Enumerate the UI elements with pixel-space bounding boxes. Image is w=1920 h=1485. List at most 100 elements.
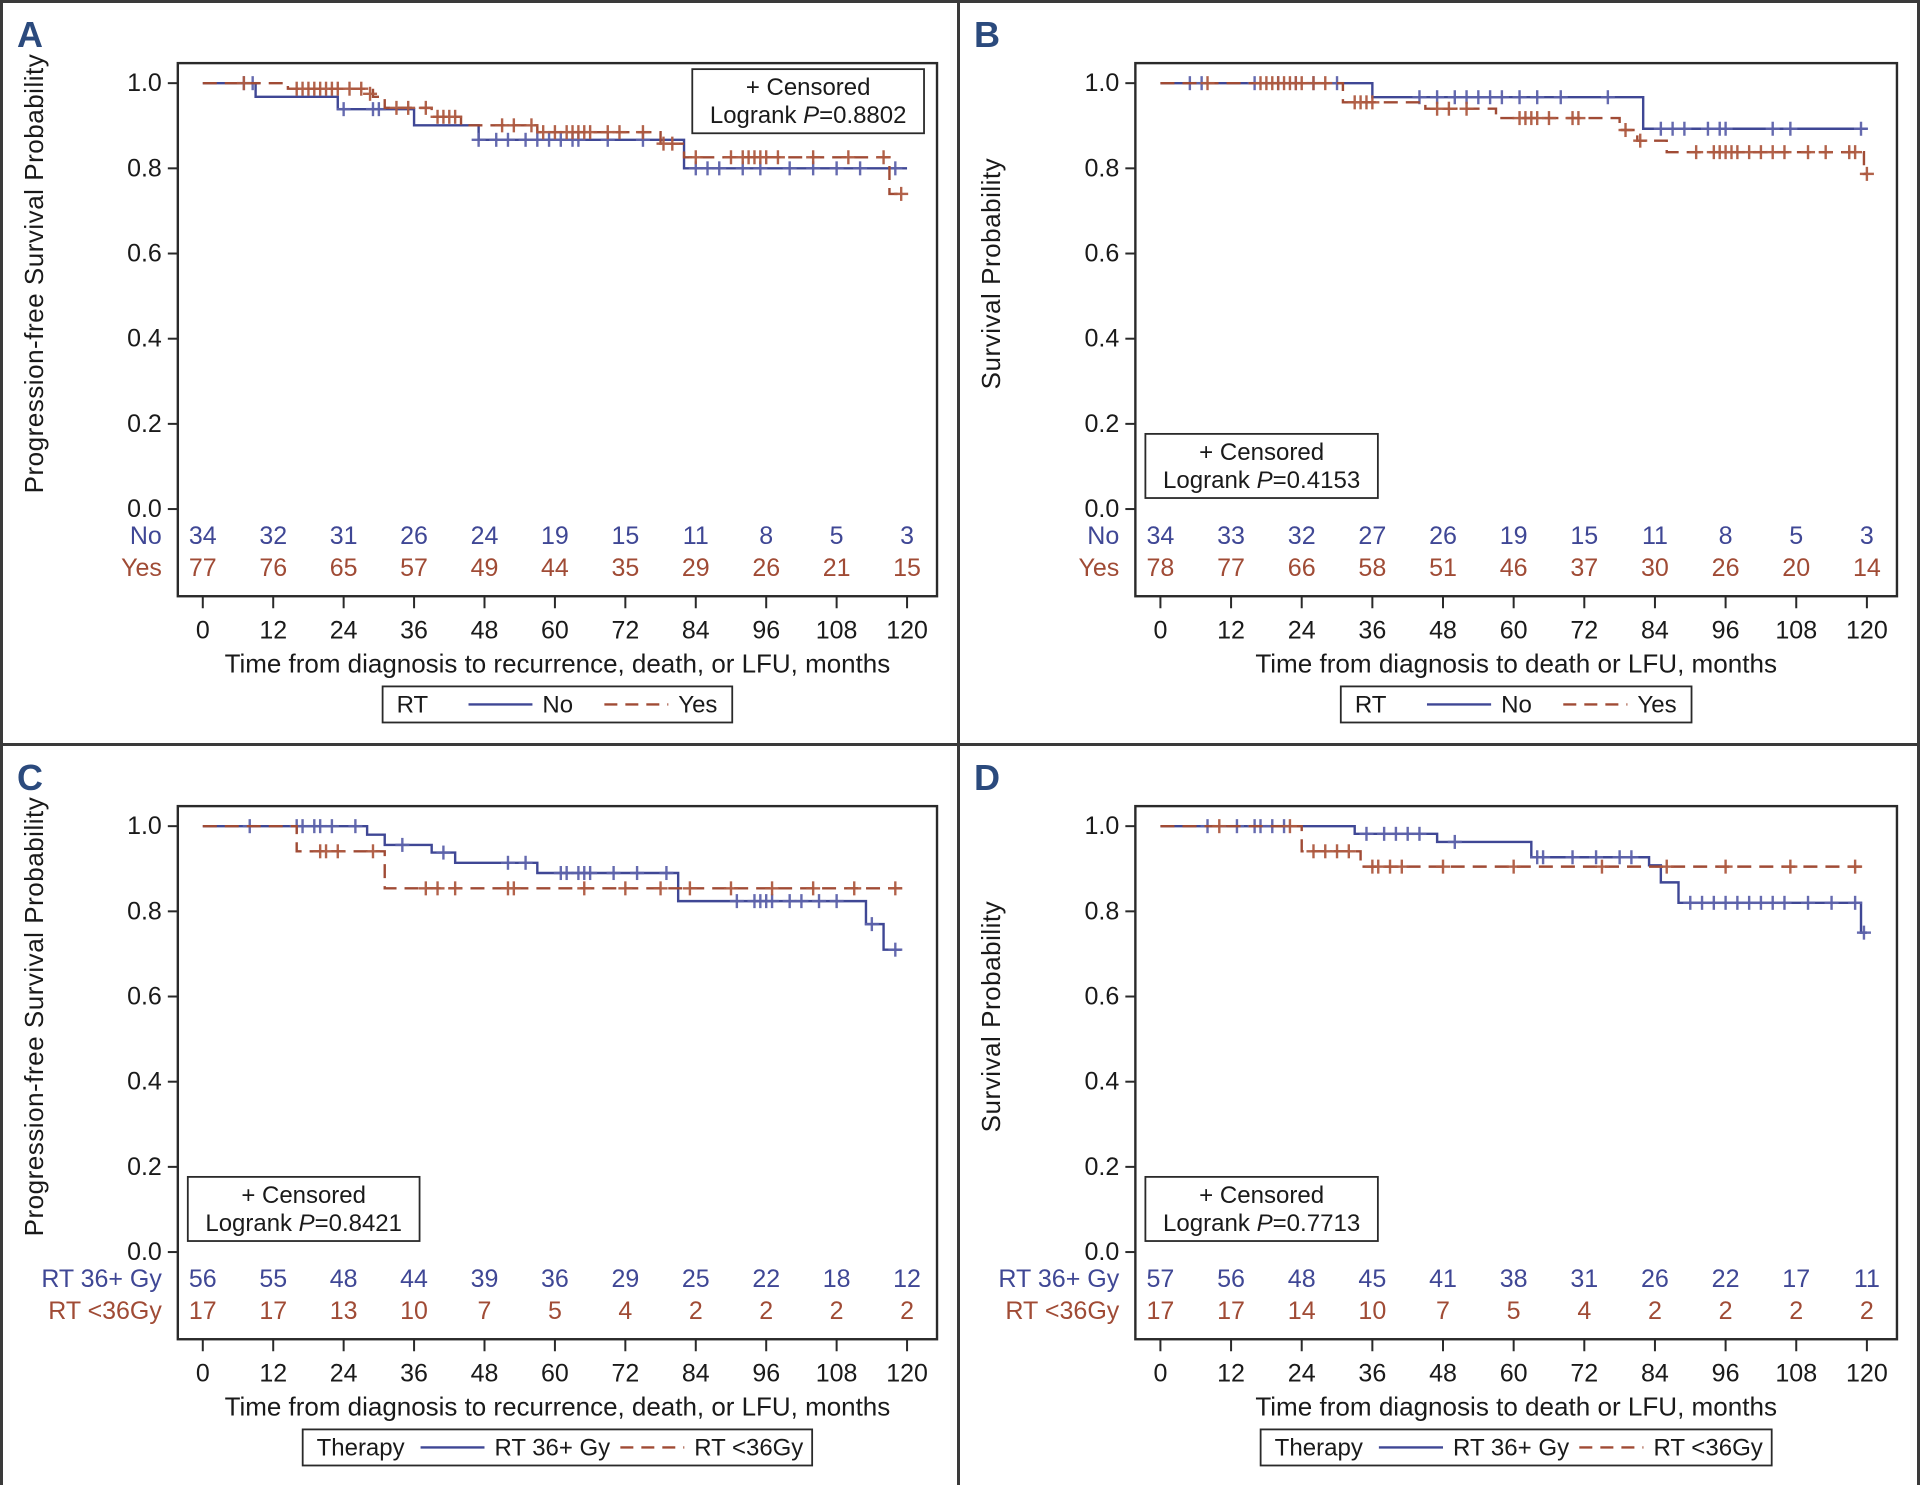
x-tick-label: 48 bbox=[1429, 1359, 1457, 1387]
at-risk-count: 31 bbox=[330, 522, 358, 550]
at-risk-row-label: Yes bbox=[121, 554, 162, 582]
logrank-box bbox=[691, 68, 925, 135]
x-tick-label: 12 bbox=[1217, 616, 1245, 644]
x-tick-label: 108 bbox=[816, 1359, 858, 1387]
x-axis-label: Time from diagnosis to recurrence, death… bbox=[225, 1391, 891, 1421]
logrank-pvalue: Logrank P=0.8802 bbox=[710, 102, 907, 129]
legend-entry-label: No bbox=[542, 691, 573, 718]
at-risk-count: 15 bbox=[1570, 522, 1598, 550]
x-tick-label: 120 bbox=[886, 616, 928, 644]
x-tick-label: 60 bbox=[1500, 1359, 1528, 1387]
at-risk-count: 4 bbox=[1577, 1297, 1591, 1325]
x-tick-label: 36 bbox=[400, 1359, 428, 1387]
x-tick-label: 12 bbox=[1217, 1359, 1245, 1387]
at-risk-count: 2 bbox=[900, 1297, 914, 1325]
at-risk-count: 13 bbox=[330, 1297, 358, 1325]
x-tick-label: 96 bbox=[1712, 616, 1740, 644]
x-tick-label: 72 bbox=[611, 1359, 639, 1387]
x-tick-label: 120 bbox=[1846, 1359, 1888, 1387]
at-risk-count: 22 bbox=[1712, 1265, 1740, 1293]
at-risk-count: 38 bbox=[1500, 1265, 1528, 1293]
at-risk-count: 58 bbox=[1358, 554, 1386, 582]
at-risk-row-label: Yes bbox=[1078, 554, 1119, 582]
at-risk-count: 3 bbox=[1860, 522, 1874, 550]
at-risk-row-label: RT 36+ Gy bbox=[41, 1265, 162, 1293]
at-risk-count: 11 bbox=[1854, 1265, 1880, 1293]
logrank-pvalue: Logrank P=0.8421 bbox=[205, 1210, 402, 1237]
km-curve-blue bbox=[1160, 824, 1867, 934]
y-axis-label: Progression-free Survival Probability bbox=[19, 54, 49, 494]
at-risk-count: 12 bbox=[893, 1265, 921, 1293]
panel-D: D Survival Probability 1.0 0.8 0.6 0.4 0.2 0.0 0… bbox=[960, 745, 1917, 1485]
panel-A: A Progression-free Survival Probability 1.… bbox=[3, 3, 960, 746]
at-risk-count: 78 bbox=[1146, 554, 1174, 582]
y-tick-label: 0.6 bbox=[1085, 982, 1120, 1010]
at-risk-row-label: No bbox=[1087, 522, 1119, 550]
x-tick-label: 24 bbox=[330, 616, 358, 644]
y-tick-label: 1.0 bbox=[127, 69, 162, 97]
at-risk-count: 48 bbox=[1288, 1265, 1316, 1293]
at-risk-count: 46 bbox=[1500, 554, 1528, 582]
at-risk-count: 10 bbox=[1358, 1297, 1386, 1325]
at-risk-count: 26 bbox=[1641, 1265, 1669, 1293]
legend-box bbox=[1259, 1428, 1773, 1466]
at-risk-count: 2 bbox=[689, 1297, 703, 1325]
at-risk-count: 2 bbox=[1648, 1297, 1662, 1325]
panel-B: B Survival Probability 1.0 0.8 0.6 0.4 0.2 0.0 0… bbox=[960, 3, 1917, 746]
at-risk-count: 30 bbox=[1641, 554, 1669, 582]
censor-marks-blue bbox=[1182, 76, 1869, 136]
at-risk-count: 5 bbox=[548, 1297, 562, 1325]
at-risk-count: 10 bbox=[400, 1297, 428, 1325]
at-risk-count: 44 bbox=[400, 1265, 428, 1293]
legend-title: RT bbox=[397, 691, 429, 718]
y-tick-label: 0.0 bbox=[127, 495, 162, 523]
censor-marks-red bbox=[1200, 76, 1874, 181]
at-risk-count: 55 bbox=[259, 1265, 287, 1293]
km-curve-red bbox=[202, 824, 908, 890]
x-tick-label: 24 bbox=[1288, 1359, 1316, 1387]
y-tick-label: 0.6 bbox=[127, 982, 162, 1010]
x-tick-label: 108 bbox=[1775, 616, 1817, 644]
x-tick-label: 84 bbox=[1641, 616, 1669, 644]
x-tick-label: 84 bbox=[682, 616, 710, 644]
x-tick-label: 0 bbox=[196, 616, 210, 644]
at-risk-count: 56 bbox=[1217, 1265, 1245, 1293]
legend-title: Therapy bbox=[1275, 1434, 1363, 1461]
at-risk-count: 17 bbox=[189, 1297, 217, 1325]
logrank-box bbox=[1144, 1175, 1379, 1242]
y-tick-label: 0.6 bbox=[1085, 240, 1120, 268]
y-tick-label: 0.0 bbox=[127, 1238, 162, 1266]
y-tick-label: 0.2 bbox=[127, 410, 162, 438]
y-tick-label: 0.4 bbox=[1085, 325, 1120, 353]
at-risk-count: 8 bbox=[759, 522, 773, 550]
legend-entry-label: RT <36Gy bbox=[694, 1434, 803, 1461]
at-risk-count: 26 bbox=[1712, 554, 1740, 582]
at-risk-count: 7 bbox=[478, 1297, 492, 1325]
x-axis-label: Time from diagnosis to death or LFU, mon… bbox=[1255, 648, 1777, 678]
legend-entry-label: Yes bbox=[1637, 691, 1676, 718]
at-risk-count: 44 bbox=[541, 554, 569, 582]
at-risk-count: 57 bbox=[1146, 1265, 1174, 1293]
legend-entry-label: RT <36Gy bbox=[1653, 1434, 1762, 1461]
legend-box bbox=[381, 685, 734, 724]
at-risk-count: 39 bbox=[471, 1265, 499, 1293]
y-tick-label: 0.8 bbox=[1085, 154, 1120, 182]
x-tick-label: 120 bbox=[1846, 616, 1888, 644]
y-tick-label: 0.4 bbox=[127, 325, 162, 353]
plot-frame bbox=[176, 61, 939, 598]
at-risk-count: 45 bbox=[1358, 1265, 1386, 1293]
legend-title: RT bbox=[1355, 691, 1387, 718]
x-axis-label: Time from diagnosis to recurrence, death… bbox=[225, 648, 891, 678]
at-risk-count: 22 bbox=[752, 1265, 780, 1293]
censor-marks-red bbox=[1212, 818, 1863, 874]
at-risk-count: 2 bbox=[830, 1297, 844, 1325]
x-tick-label: 60 bbox=[541, 1359, 569, 1387]
legend-entry-label: Yes bbox=[678, 691, 717, 718]
at-risk-count: 27 bbox=[1358, 522, 1386, 550]
km-curve-blue bbox=[202, 824, 902, 951]
at-risk-count: 29 bbox=[682, 554, 710, 582]
y-tick-label: 1.0 bbox=[127, 812, 162, 840]
km-plot-B: B Survival Probability 1.0 0.8 0.6 0.4 0.2 0.0 0… bbox=[974, 14, 1899, 724]
at-risk-count: 5 bbox=[830, 522, 844, 550]
logrank-pvalue: Logrank P=0.7713 bbox=[1163, 1210, 1360, 1237]
